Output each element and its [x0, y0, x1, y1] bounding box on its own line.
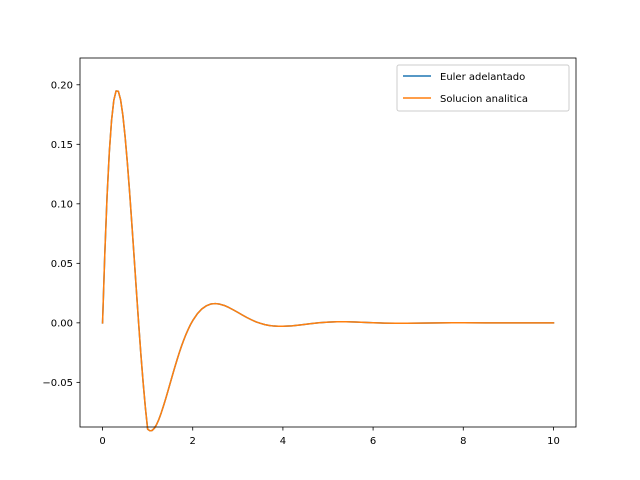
y-axis: −0.05 0.00 0.05 0.10 0.15 0.20: [42, 80, 80, 389]
y-tick-label: 0.05: [51, 259, 73, 270]
x-tick-label: 8: [460, 436, 466, 447]
plot-frame: [79, 57, 577, 428]
legend-box: [396, 64, 570, 112]
legend: Euler adelantado Solucion analitica: [396, 64, 570, 112]
x-tick-label: 2: [190, 436, 196, 447]
legend-label-2: Solucion analitica: [440, 94, 528, 105]
x-tick-label: 4: [280, 436, 286, 447]
x-tick-label: 0: [99, 436, 105, 447]
y-tick-label: 0.15: [51, 140, 73, 151]
series-line-2: [101, 90, 555, 432]
y-tick-label: 0.10: [51, 199, 73, 210]
x-tick-label: 6: [370, 436, 376, 447]
y-tick-label: 0.20: [51, 80, 73, 91]
legend-label-1: Euler adelantado: [440, 72, 525, 83]
series-layer: [101, 90, 555, 432]
y-tick-label: −0.05: [42, 378, 73, 389]
x-tick-label: 10: [547, 436, 560, 447]
x-axis: 0 2 4 6 8 10: [99, 427, 560, 447]
y-tick-label: 0.00: [51, 318, 73, 329]
